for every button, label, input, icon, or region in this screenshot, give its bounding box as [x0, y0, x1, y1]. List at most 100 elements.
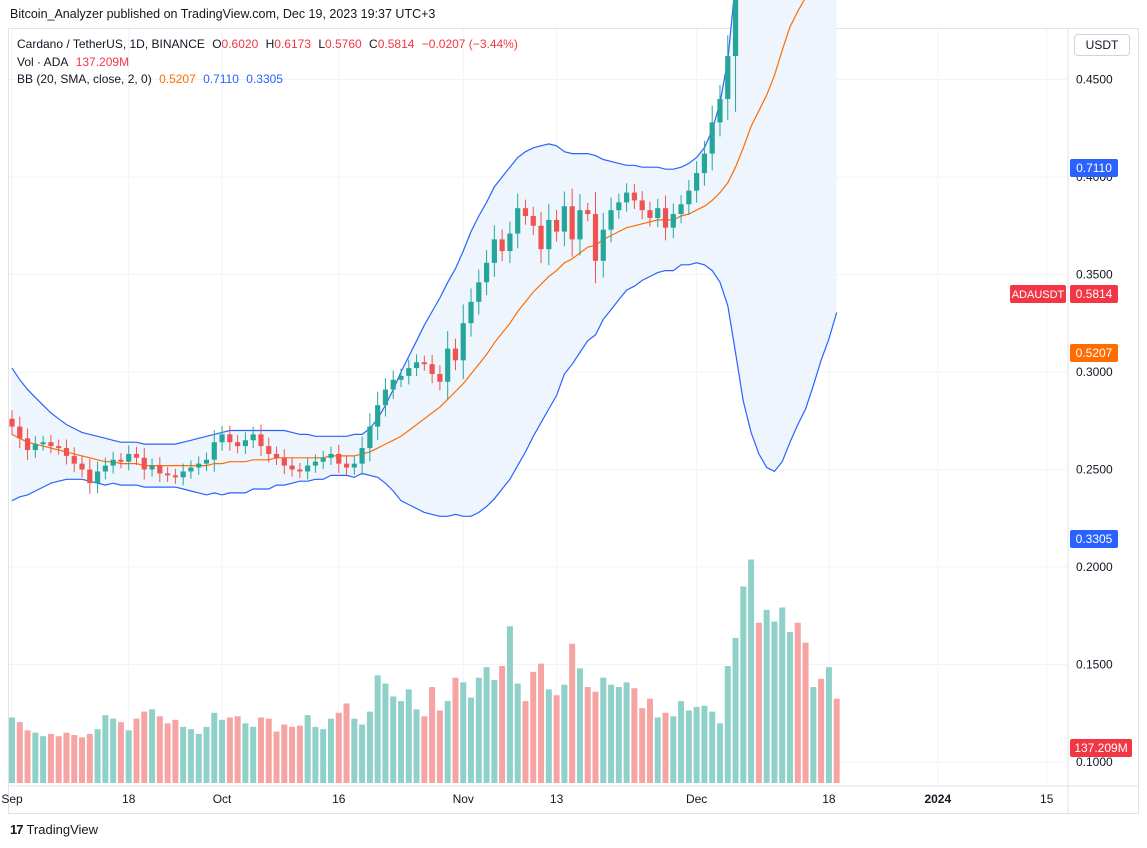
time-axis: Sep 18 Oct 16 Nov 13 Dec 18 2024 15 [1, 792, 1053, 806]
volume-bar [203, 726, 210, 783]
legend-bb-label[interactable]: BB (20, SMA, close, 2, 0) [17, 72, 152, 86]
price-tag: 0.7110 [1070, 159, 1118, 177]
candle-body [483, 262, 490, 283]
legend-bb-basis: 0.5207 [159, 72, 196, 86]
legend-symbol[interactable]: Cardano / TetherUS, 1D, BINANCE [17, 37, 205, 51]
candle-body [118, 459, 124, 462]
candle [235, 434, 241, 454]
volume-bar [499, 666, 506, 783]
volume-bar [335, 712, 342, 783]
legend-change: −0.0207 (−3.44%) [421, 37, 518, 51]
candle [616, 193, 622, 219]
candle-body [390, 379, 396, 390]
volume-bar [211, 712, 218, 783]
footer-brand[interactable]: TradingView [26, 822, 99, 837]
candle [157, 457, 163, 482]
candle-body [328, 453, 334, 458]
price-tick-label: 0.1500 [1076, 658, 1113, 672]
candle-body [40, 442, 46, 445]
time-tick-label: Oct [213, 792, 232, 806]
candle [732, 0, 739, 112]
candle [670, 203, 676, 239]
volume-bar [110, 718, 117, 783]
volume-bar [468, 697, 475, 783]
candle [351, 456, 357, 475]
candle-body [499, 239, 505, 252]
candle-body [336, 453, 342, 464]
candle [289, 458, 295, 477]
volume-bar [149, 709, 156, 783]
candle [110, 451, 116, 474]
volume-bar [724, 666, 731, 783]
price-axis: 0.10000.15000.20000.25000.30000.35000.40… [1076, 73, 1113, 770]
volume-bar [763, 609, 770, 783]
legend-close: 0.5814 [377, 37, 415, 51]
volume-bar [382, 683, 389, 783]
volume-bar [40, 736, 47, 783]
candle-body [631, 192, 637, 201]
price-tick-label: 0.2000 [1076, 560, 1113, 574]
volume-bar [79, 737, 86, 783]
candle [585, 202, 591, 222]
candle [336, 444, 342, 473]
volume-bar [359, 724, 366, 783]
volume-bar [374, 675, 381, 783]
volume-bar [833, 698, 840, 783]
volume-bar [125, 730, 132, 783]
candle-body [71, 455, 77, 464]
volume-bar [71, 735, 78, 783]
candle-body [460, 323, 466, 361]
candle [328, 446, 334, 466]
volume-bar [787, 632, 793, 783]
volume-bar [755, 622, 762, 783]
legend-volume-row: Vol · ADA 137.209M [17, 54, 522, 72]
candle-body [63, 448, 70, 456]
candle [398, 368, 404, 388]
volume-bar [180, 726, 187, 783]
candle [507, 221, 513, 264]
candle-body [48, 442, 54, 447]
currency-button[interactable]: USDT [1074, 34, 1130, 56]
candle [569, 188, 575, 257]
time-tick-label: Sep [1, 792, 23, 806]
time-tick-label: 15 [1040, 792, 1054, 806]
candle-body [678, 204, 684, 215]
candle [725, 35, 731, 120]
volume-bar [429, 687, 436, 783]
candle [437, 365, 443, 391]
volume-bar [748, 559, 755, 783]
candle-body [538, 225, 544, 250]
candle [17, 416, 23, 449]
candle-body [608, 210, 614, 230]
legend-bb-lower: 0.3305 [246, 72, 283, 86]
volume-bar [398, 701, 404, 783]
candle [701, 140, 708, 186]
tradingview-logo-icon[interactable]: 17 [10, 822, 24, 837]
volume-bar [483, 667, 490, 783]
candle-body [694, 173, 700, 191]
volume-bar [538, 663, 545, 783]
volume-bar [670, 716, 677, 783]
legend-open: 0.6020 [221, 37, 259, 51]
volume-bar [187, 729, 194, 783]
candle [577, 194, 583, 256]
candle-body [312, 461, 319, 466]
volume-bar [289, 726, 296, 783]
volume-bar [569, 643, 576, 783]
legend-volume-label[interactable]: Vol · ADA [17, 54, 69, 69]
price-tag-value: 137.209M [1074, 741, 1127, 755]
candle [460, 304, 466, 380]
volume-bar [47, 733, 54, 783]
volume-bar [226, 717, 233, 783]
volume-bar [351, 718, 358, 783]
volume-bar [608, 684, 615, 783]
candle [561, 191, 567, 247]
price-tick-label: 0.3000 [1076, 365, 1113, 379]
volume-bar [576, 668, 583, 783]
volume-bar [716, 723, 723, 783]
candle [483, 250, 490, 295]
candle-body [281, 457, 287, 466]
candle [452, 338, 459, 371]
candle-body [507, 233, 513, 252]
